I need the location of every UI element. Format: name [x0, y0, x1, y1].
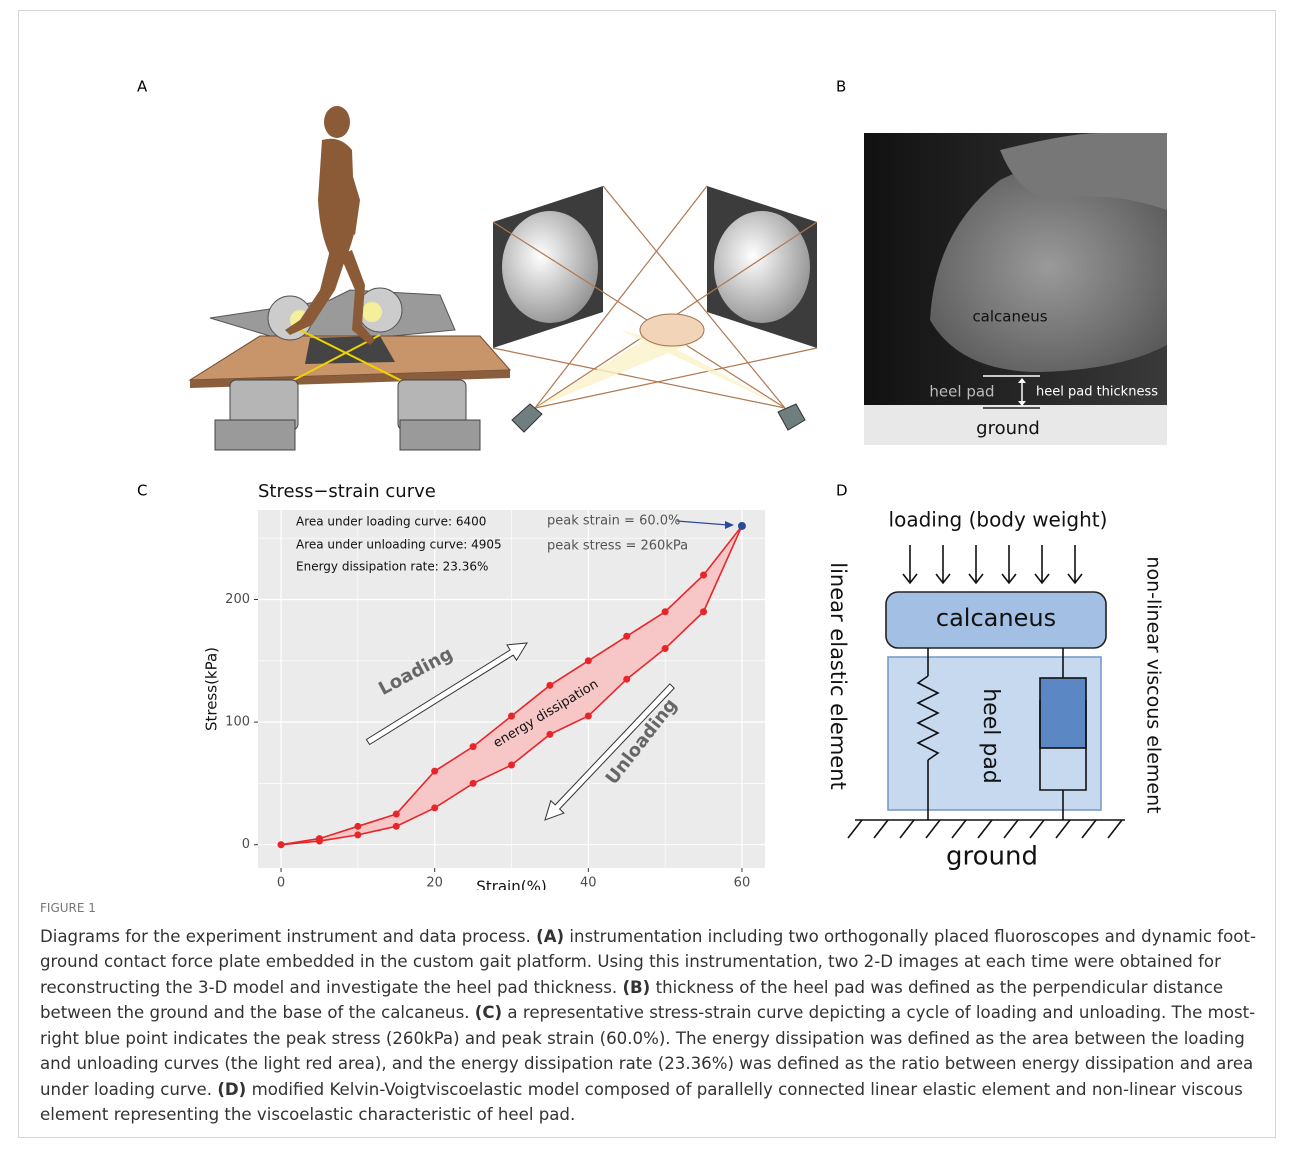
- annotation: Area under unloading curve: 4905: [296, 538, 502, 552]
- xray-label: ground: [976, 418, 1040, 439]
- annotation: Area under loading curve: 6400: [296, 515, 486, 529]
- data-point: [508, 762, 515, 769]
- model-label: heel pad: [978, 688, 1003, 784]
- xray-label: heel pad thickness: [1036, 385, 1158, 400]
- data-point: [508, 712, 515, 719]
- data-point: [278, 841, 285, 848]
- data-point: [585, 712, 592, 719]
- x-tick-label: 60: [734, 876, 751, 891]
- x-axis-label: Strain(%): [476, 878, 546, 891]
- x-tick-label: 20: [426, 876, 443, 891]
- data-point: [623, 633, 630, 640]
- panel-label: A: [137, 78, 148, 96]
- data-point: [470, 780, 477, 787]
- model-label: loading (body weight): [889, 508, 1108, 532]
- panel-label: D: [836, 482, 848, 500]
- x-tick-label: 0: [277, 876, 285, 891]
- model-label: calcaneus: [936, 604, 1056, 632]
- data-point: [546, 731, 553, 738]
- y-tick-label: 0: [242, 837, 250, 852]
- caption-intro: Diagrams for the experiment instrument a…: [40, 927, 531, 946]
- data-point: [470, 743, 477, 750]
- data-point: [546, 682, 553, 689]
- caption-part-label: (C): [475, 1003, 502, 1022]
- y-axis-label: Stress(kPa): [203, 647, 221, 731]
- xray-label: heel pad: [929, 383, 994, 401]
- caption: FIGURE 1 Diagrams for the experiment ins…: [40, 896, 1265, 1128]
- figure-number: FIGURE 1: [40, 896, 1265, 922]
- data-point: [700, 608, 707, 615]
- data-point: [662, 608, 669, 615]
- y-tick-label: 100: [225, 715, 250, 730]
- data-point: [623, 676, 630, 683]
- annotation: Energy dissipation rate: 23.36%: [296, 560, 488, 574]
- model-label: linear elastic element: [826, 562, 850, 790]
- data-point: [354, 831, 361, 838]
- data-point: [354, 823, 361, 830]
- model-label: ground: [946, 842, 1038, 872]
- data-point: [431, 804, 438, 811]
- xray-label: calcaneus: [972, 308, 1047, 326]
- data-point: [700, 571, 707, 578]
- x-tick-label: 40: [580, 876, 597, 891]
- instrument-illustration: [190, 106, 817, 450]
- annotation: peak strain = 60.0%: [547, 514, 680, 529]
- model-label: non-linear viscous element: [1143, 556, 1165, 813]
- panel-label: B: [836, 78, 846, 96]
- data-point: [393, 823, 400, 830]
- caption-part-label: (D): [217, 1080, 246, 1099]
- data-point: [585, 657, 592, 664]
- peak-point: [738, 522, 746, 530]
- y-tick-label: 200: [225, 592, 250, 607]
- panel-label: C: [137, 482, 147, 500]
- annotation: peak stress = 260kPa: [547, 539, 688, 554]
- data-point: [316, 838, 323, 845]
- data-point: [662, 645, 669, 652]
- figure: A B C D: [0, 0, 1295, 890]
- caption-part-label: (B): [622, 978, 650, 997]
- stress-strain-chart: 0 20 40 60 0 100 200 Stress−strain curve Strain(…: [203, 481, 766, 890]
- data-point: [393, 811, 400, 818]
- chart-title: Stress−strain curve: [258, 481, 436, 502]
- caption-part-label: (A): [536, 927, 564, 946]
- data-point: [431, 768, 438, 775]
